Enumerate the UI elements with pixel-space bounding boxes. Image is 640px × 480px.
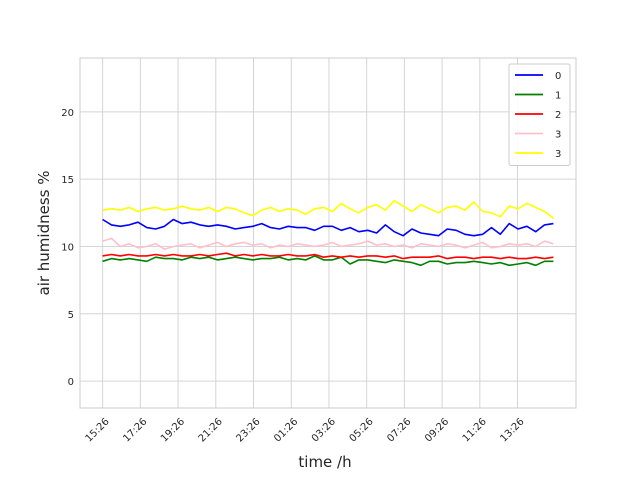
x-tick-label: 23:26 — [234, 416, 262, 444]
x-tick-label: 05:26 — [348, 416, 376, 444]
series-line-3 — [102, 237, 554, 250]
x-tick-label: 15:26 — [84, 416, 112, 444]
series-line-0 — [102, 218, 554, 237]
x-tick-label: 11:26 — [461, 416, 489, 444]
x-tick-label: 13:26 — [498, 416, 526, 444]
x-tick-label: 07:26 — [385, 416, 413, 444]
x-tick-label: 09:26 — [423, 416, 451, 444]
legend-label-2: 2 — [555, 110, 561, 121]
legend-label-1: 1 — [555, 91, 561, 102]
x-tick-label: 01:26 — [272, 416, 300, 444]
plot-area — [80, 58, 576, 408]
y-tick-label: 5 — [68, 310, 74, 321]
y-axis-label: air humidness % — [35, 171, 53, 296]
x-tick-label: 03:26 — [310, 416, 338, 444]
legend: 0 1 2 3 3 — [508, 63, 571, 166]
legend-label-0: 0 — [555, 71, 561, 82]
y-tick-labels: 0 5 10 15 20 — [61, 108, 74, 388]
x-tick-label: 21:26 — [197, 416, 225, 444]
series-line-4 — [102, 199, 554, 219]
x-axis-label: time /h — [298, 453, 351, 471]
legend-label-3: 3 — [555, 130, 561, 141]
y-tick-label: 0 — [68, 377, 74, 388]
series-line-2 — [102, 252, 554, 260]
x-tick-label: 19:26 — [159, 416, 187, 444]
legend-label-4: 3 — [555, 149, 561, 160]
y-tick-label: 15 — [61, 175, 74, 186]
y-tick-label: 10 — [61, 242, 74, 253]
x-tick-labels: 15:26 17:26 19:26 21:26 23:26 01:26 03:26 05:26… — [84, 416, 527, 444]
series-line-1 — [102, 255, 554, 267]
plot-frame — [79, 57, 577, 409]
y-tick-label: 20 — [61, 108, 74, 119]
x-tick-label: 17:26 — [121, 416, 149, 444]
series-lines — [102, 199, 554, 267]
